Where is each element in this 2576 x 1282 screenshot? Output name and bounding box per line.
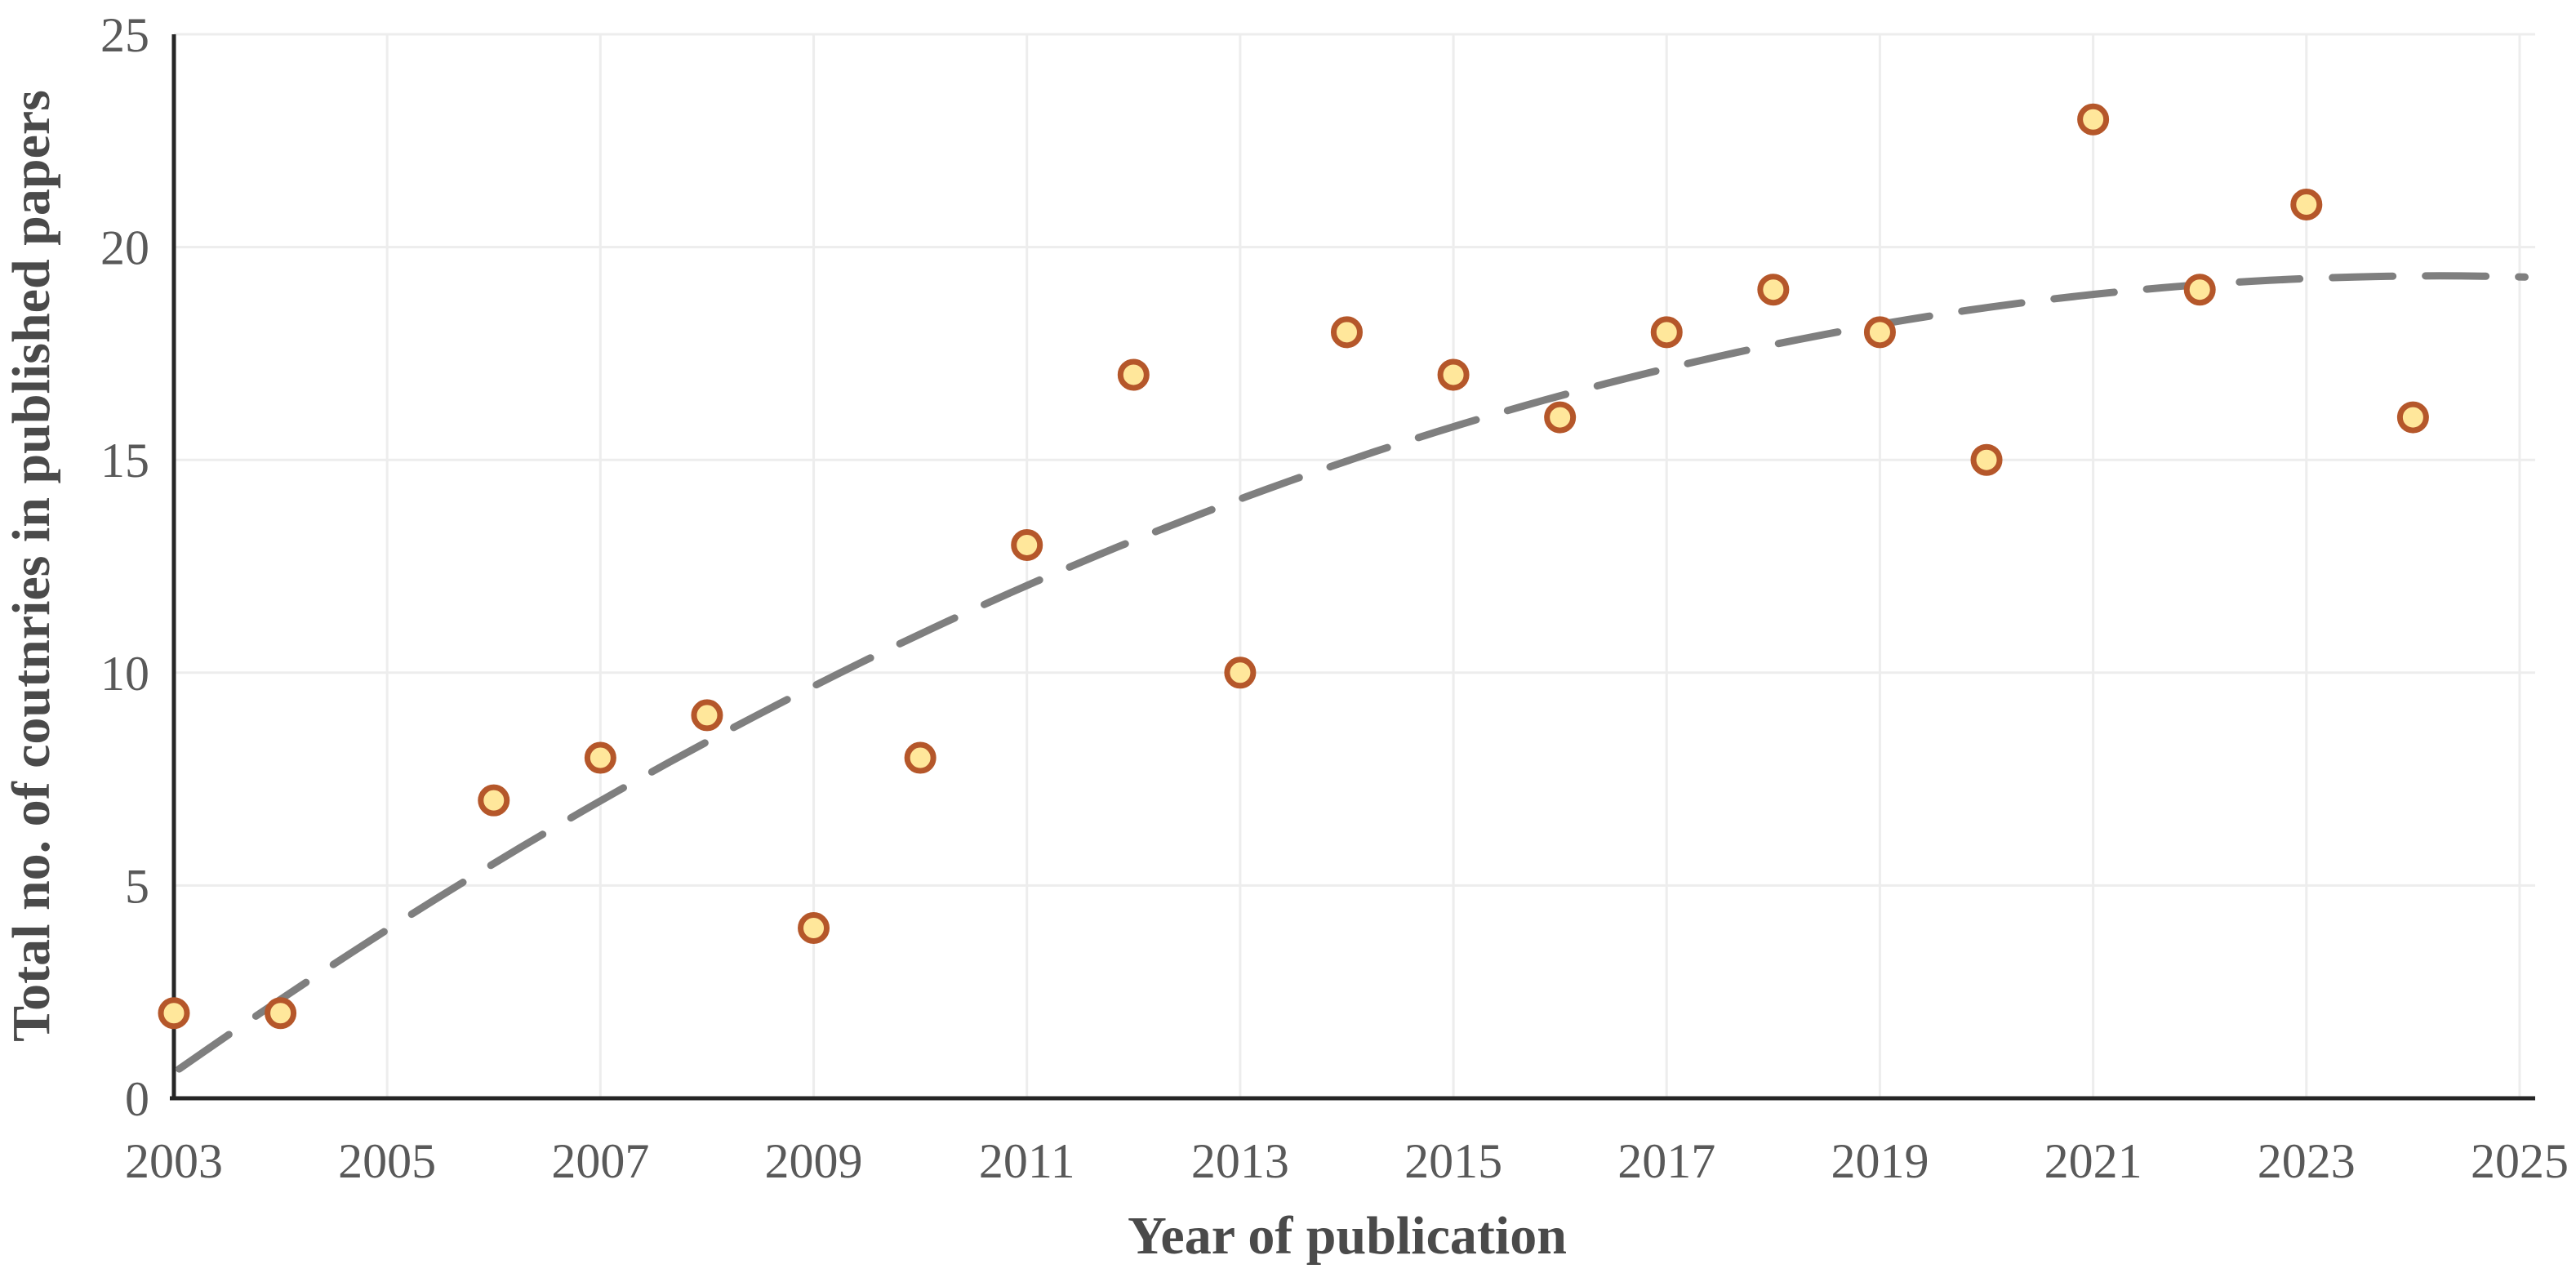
x-tick-label-2023: 2023 <box>2258 1134 2356 1188</box>
x-tick-label-2009: 2009 <box>765 1134 863 1188</box>
x-tick-label-2019: 2019 <box>1831 1134 1929 1188</box>
data-point-2022 <box>2183 274 2216 306</box>
y-tick-label-0: 0 <box>125 1072 149 1126</box>
x-tick-label-2003: 2003 <box>125 1134 223 1188</box>
data-point-2016 <box>1544 401 1577 434</box>
y-axis-title: Total no. of coutnries in published pape… <box>2 90 61 1042</box>
axes-group <box>170 34 2535 1101</box>
data-point-2013 <box>1224 657 1257 689</box>
x-axis-title: Year of publication <box>1128 1206 1567 1266</box>
data-points-group <box>158 103 2429 1030</box>
data-point-2014 <box>1330 316 1363 349</box>
data-point-2015 <box>1437 358 1470 391</box>
gridlines-group <box>174 33 2535 1098</box>
data-point-2006 <box>478 784 510 817</box>
y-tick-label-20: 20 <box>100 221 149 275</box>
x-tick-label-2011: 2011 <box>979 1134 1075 1188</box>
y-tick-label-10: 10 <box>100 647 149 701</box>
data-point-2003 <box>158 997 190 1030</box>
data-point-2021 <box>2077 103 2110 136</box>
data-point-2023 <box>2290 188 2323 220</box>
trendline-path <box>176 272 2529 1073</box>
x-tick-label-2007: 2007 <box>551 1134 649 1188</box>
data-point-2018 <box>1757 274 1790 306</box>
data-point-2012 <box>1117 358 1150 391</box>
data-point-2007 <box>584 741 616 774</box>
data-point-2009 <box>798 912 830 945</box>
data-point-2008 <box>691 699 723 732</box>
x-tick-label-2015: 2015 <box>1404 1134 1502 1188</box>
x-tick-label-2013: 2013 <box>1191 1134 1289 1188</box>
x-tick-label-2017: 2017 <box>1617 1134 1715 1188</box>
y-tick-label-25: 25 <box>100 8 149 62</box>
data-point-2010 <box>904 741 937 774</box>
tick-labels-group: 2003 2005 2007 2009 2011 2013 2015 2017 2019 2021… <box>100 8 2569 1188</box>
data-point-2024 <box>2396 401 2429 434</box>
x-tick-label-2025: 2025 <box>2471 1134 2569 1188</box>
trendline-group <box>176 272 2529 1073</box>
y-tick-label-15: 15 <box>100 434 149 487</box>
x-tick-label-2005: 2005 <box>338 1134 436 1188</box>
data-point-2011 <box>1011 528 1043 561</box>
data-point-2017 <box>1650 316 1683 349</box>
data-point-2004 <box>265 997 297 1030</box>
x-tick-label-2021: 2021 <box>2044 1134 2142 1188</box>
data-point-2019 <box>1863 316 1896 349</box>
data-point-2020 <box>1970 443 2003 476</box>
y-tick-label-5: 5 <box>125 859 149 913</box>
